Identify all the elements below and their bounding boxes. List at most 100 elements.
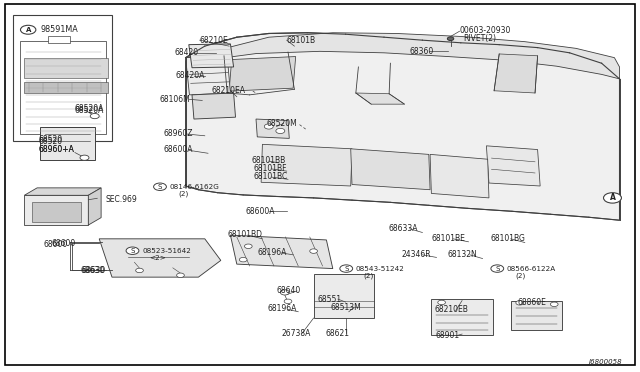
Circle shape xyxy=(516,301,524,305)
Polygon shape xyxy=(230,235,333,269)
Circle shape xyxy=(20,25,36,34)
Text: J6800058: J6800058 xyxy=(588,359,622,365)
Text: 68640: 68640 xyxy=(276,286,301,295)
Text: 68960Z: 68960Z xyxy=(164,129,193,138)
Text: (2): (2) xyxy=(516,272,526,279)
Polygon shape xyxy=(261,144,352,186)
Polygon shape xyxy=(24,195,88,225)
Text: 08146-6162G: 08146-6162G xyxy=(170,184,220,190)
Text: 26738A: 26738A xyxy=(282,329,311,338)
Polygon shape xyxy=(189,44,234,68)
Text: 68210EB: 68210EB xyxy=(435,305,468,314)
Text: 68630: 68630 xyxy=(81,266,105,275)
Text: 68420: 68420 xyxy=(174,48,198,57)
Polygon shape xyxy=(229,57,296,91)
Circle shape xyxy=(244,244,252,248)
Text: 68210E: 68210E xyxy=(200,36,228,45)
Circle shape xyxy=(239,257,247,262)
Text: 68520A: 68520A xyxy=(74,106,104,115)
Text: 68101BG: 68101BG xyxy=(491,234,525,243)
Polygon shape xyxy=(24,188,101,195)
Text: 68101BC: 68101BC xyxy=(253,172,288,181)
Circle shape xyxy=(438,300,445,305)
Text: 08523-51642: 08523-51642 xyxy=(142,248,191,254)
FancyBboxPatch shape xyxy=(314,274,374,318)
Circle shape xyxy=(284,299,292,304)
Text: (2): (2) xyxy=(178,191,188,198)
Text: 68101BD: 68101BD xyxy=(228,230,263,239)
Text: 68360: 68360 xyxy=(410,47,434,56)
Text: 68101B: 68101B xyxy=(287,36,316,45)
Circle shape xyxy=(126,247,139,254)
Text: S: S xyxy=(131,248,134,254)
Circle shape xyxy=(280,290,289,295)
Circle shape xyxy=(136,268,143,273)
Polygon shape xyxy=(486,146,540,186)
Polygon shape xyxy=(186,33,620,79)
Text: 68901: 68901 xyxy=(436,331,460,340)
Text: 68106M: 68106M xyxy=(159,95,190,104)
Text: 68520M: 68520M xyxy=(266,119,297,128)
Text: 68551: 68551 xyxy=(317,295,342,304)
Text: 68520: 68520 xyxy=(38,137,63,146)
Text: 68132N: 68132N xyxy=(448,250,477,259)
Text: 08566-6122A: 08566-6122A xyxy=(507,266,556,272)
Text: 68600: 68600 xyxy=(44,240,68,248)
Circle shape xyxy=(80,155,89,160)
Text: (2): (2) xyxy=(364,272,374,279)
FancyBboxPatch shape xyxy=(48,36,70,43)
Text: 68960+A: 68960+A xyxy=(38,145,74,154)
Circle shape xyxy=(177,273,184,278)
Text: 68210EA: 68210EA xyxy=(211,86,245,95)
Text: 68196A: 68196A xyxy=(258,248,287,257)
FancyBboxPatch shape xyxy=(32,202,81,222)
Text: 68520A: 68520A xyxy=(74,104,104,113)
Polygon shape xyxy=(186,33,620,220)
Text: 68960+A: 68960+A xyxy=(38,145,74,154)
Text: RIVET(2): RIVET(2) xyxy=(463,34,497,43)
Text: A: A xyxy=(609,193,616,202)
Polygon shape xyxy=(256,119,289,138)
Circle shape xyxy=(491,265,504,272)
Polygon shape xyxy=(430,154,489,198)
Polygon shape xyxy=(40,127,95,160)
Text: A: A xyxy=(26,27,31,33)
Circle shape xyxy=(310,249,317,253)
Polygon shape xyxy=(99,239,221,277)
Text: 68196A: 68196A xyxy=(268,304,297,313)
Polygon shape xyxy=(192,93,236,119)
Text: 68600A: 68600A xyxy=(164,145,193,154)
Text: 68101BB: 68101BB xyxy=(252,156,286,165)
Polygon shape xyxy=(356,93,404,104)
Text: 68101BF: 68101BF xyxy=(253,164,287,173)
FancyBboxPatch shape xyxy=(20,41,106,134)
Text: 68600: 68600 xyxy=(51,239,76,248)
Polygon shape xyxy=(511,301,562,330)
Circle shape xyxy=(264,124,273,129)
Polygon shape xyxy=(351,149,430,190)
Text: 68633A: 68633A xyxy=(388,224,418,233)
Circle shape xyxy=(276,128,285,134)
Circle shape xyxy=(447,37,454,41)
Text: SEC.969: SEC.969 xyxy=(106,195,138,203)
Polygon shape xyxy=(186,56,230,95)
Text: <2>: <2> xyxy=(149,255,166,261)
Text: 68420A: 68420A xyxy=(176,71,205,80)
Text: 68600A: 68600A xyxy=(245,207,275,216)
Text: S: S xyxy=(158,184,162,190)
Text: S: S xyxy=(344,266,348,272)
Text: 68621: 68621 xyxy=(326,329,349,338)
FancyBboxPatch shape xyxy=(24,58,108,78)
Text: 68101BE: 68101BE xyxy=(432,234,466,243)
Circle shape xyxy=(154,183,166,190)
FancyBboxPatch shape xyxy=(5,4,635,365)
Circle shape xyxy=(340,265,353,272)
Text: 68860E: 68860E xyxy=(517,298,546,307)
Text: 08543-51242: 08543-51242 xyxy=(356,266,404,272)
Circle shape xyxy=(604,193,621,203)
Text: 68520: 68520 xyxy=(38,135,63,144)
FancyBboxPatch shape xyxy=(24,82,108,93)
Text: 68513M: 68513M xyxy=(331,303,362,312)
Text: 68630: 68630 xyxy=(82,266,106,275)
Circle shape xyxy=(90,113,99,119)
